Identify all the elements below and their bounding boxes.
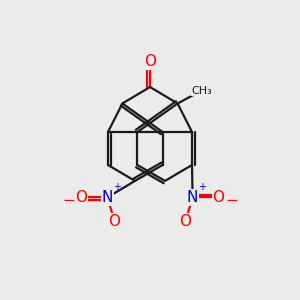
Text: O: O xyxy=(179,214,191,229)
Text: +: + xyxy=(113,182,121,192)
Text: −: − xyxy=(225,193,238,208)
Text: N: N xyxy=(102,190,113,205)
Text: O: O xyxy=(212,190,224,205)
Text: O: O xyxy=(76,190,88,205)
Text: O: O xyxy=(109,214,121,229)
Text: +: + xyxy=(198,182,206,192)
Text: O: O xyxy=(144,54,156,69)
Text: N: N xyxy=(187,190,198,205)
Text: −: − xyxy=(62,193,75,208)
Text: CH₃: CH₃ xyxy=(191,85,212,96)
